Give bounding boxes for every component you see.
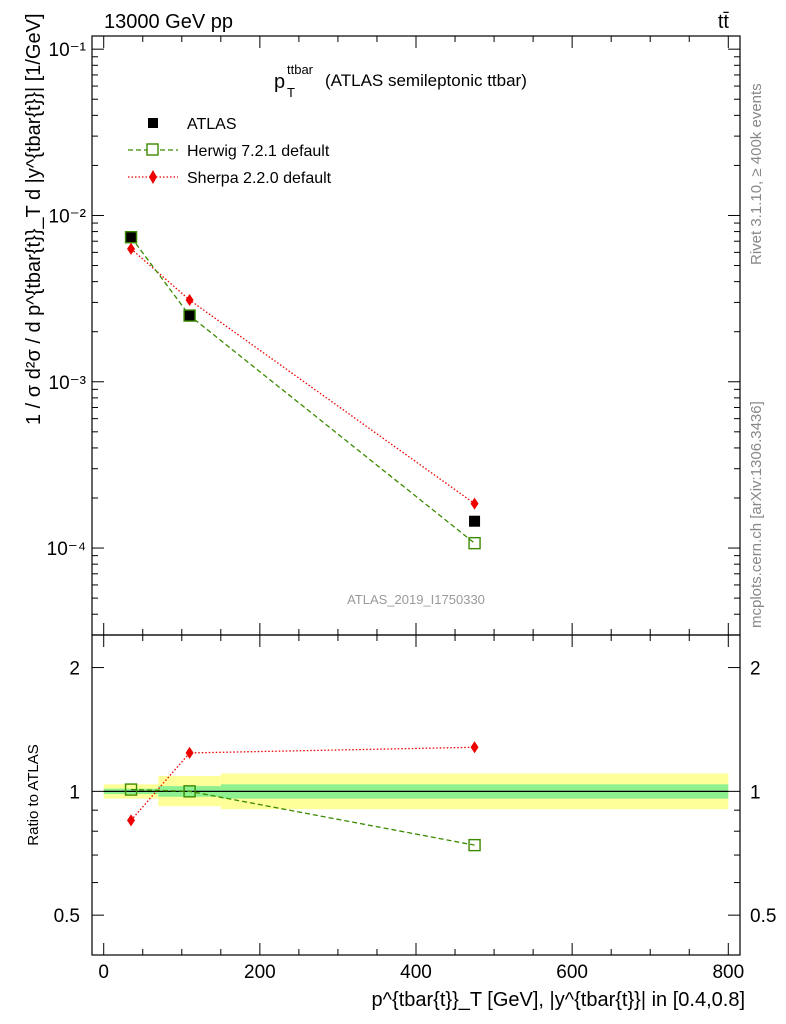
main-ylabel: 1 / σ d²σ / d p^{tbar{t}}_T d |y^{tbar{t… xyxy=(23,13,45,425)
legend-marker-atlas xyxy=(148,118,158,128)
ratio-xlabel: p^{tbar{t}}_T [GeV], |y^{tbar{t}}| in [0… xyxy=(372,989,746,1011)
sherpa-ratio-point xyxy=(127,814,136,827)
sherpa-line xyxy=(130,248,475,505)
legend: ATLAS Herwig 7.2.1 default Sherpa 2.2.0 … xyxy=(128,116,332,187)
main-ytick-label: 10⁻² xyxy=(49,206,87,227)
title-sup: ttbar xyxy=(287,62,314,77)
sherpa-point xyxy=(127,242,136,255)
header-left: 13000 GeV pp xyxy=(104,11,233,33)
herwig-ratio-point xyxy=(468,838,481,852)
herwig-ratio-line xyxy=(131,788,475,846)
sherpa-point xyxy=(470,497,479,510)
title-rest: (ATLAS semileptonic ttbar) xyxy=(325,71,527,90)
herwig-point xyxy=(468,536,481,550)
ratio-ytick-label-right: 2 xyxy=(750,659,761,680)
main-series-lines xyxy=(130,236,475,544)
main-ytick-label: 10⁻⁴ xyxy=(47,539,86,560)
legend-label-herwig: Herwig 7.2.1 default xyxy=(187,143,330,160)
mcplots-label: mcplots.cern.ch [arXiv:1306.3436] xyxy=(748,401,765,628)
main-ytick-label: 10⁻¹ xyxy=(49,40,87,61)
sherpa-point xyxy=(185,294,194,307)
ratio-ytick-label-right: 0.5 xyxy=(750,906,776,927)
sherpa-ratio-point xyxy=(185,746,194,759)
ratio-plot: 0.5 0.5 1 1 2 2 0 200 400 600 800 xyxy=(54,634,776,983)
ratio-ylabel: Ratio to ATLAS xyxy=(25,744,42,845)
herwig-point xyxy=(183,309,196,322)
main-ticks: 10⁻⁴ 10⁻³ 10⁻² 10⁻¹ xyxy=(47,36,740,636)
ratio-ytick-label: 0.5 xyxy=(54,906,80,927)
ratio-xtick-label: 0 xyxy=(98,962,109,983)
ratio-xtick-label: 600 xyxy=(556,962,588,983)
herwig-ratio-point xyxy=(183,785,196,798)
herwig-point xyxy=(124,231,138,244)
legend-label-atlas: ATLAS xyxy=(187,116,237,133)
rivet-label: Rivet 3.1.10, ≥ 400k events xyxy=(748,83,765,265)
herwig-line xyxy=(130,236,475,544)
title-sub: T xyxy=(287,85,295,100)
ratio-ytick-label: 2 xyxy=(69,659,80,680)
ratio-series-markers xyxy=(124,741,481,852)
main-ytick-label: 10⁻³ xyxy=(49,373,87,394)
ratio-series-lines xyxy=(130,746,475,846)
ratio-xtick-label: 400 xyxy=(400,962,432,983)
sherpa-ratio-point xyxy=(470,741,479,754)
atlas-point xyxy=(469,515,481,527)
legend-marker-sherpa xyxy=(149,170,157,184)
header-right: tt̄ xyxy=(718,11,730,33)
ratio-xtick-label: 200 xyxy=(244,962,276,983)
atlas-point xyxy=(184,310,196,322)
title-main: p xyxy=(274,71,285,93)
ratio-ytick-label-right: 1 xyxy=(750,782,761,803)
main-series-markers xyxy=(124,231,481,550)
atlas-point xyxy=(125,231,137,243)
analysis-watermark: ATLAS_2019_I1750330 xyxy=(347,592,485,607)
legend-label-sherpa: Sherpa 2.2.0 default xyxy=(187,170,332,187)
plot-title: p ttbar T (ATLAS semileptonic ttbar) xyxy=(274,62,527,100)
ratio-ytick-label: 1 xyxy=(69,782,80,803)
ratio-xtick-label: 800 xyxy=(712,962,744,983)
legend-marker-herwig xyxy=(146,143,159,156)
ratio-ticks: 0.5 0.5 1 1 2 2 0 200 400 600 800 xyxy=(54,635,776,983)
herwig-ratio-point xyxy=(124,783,138,796)
